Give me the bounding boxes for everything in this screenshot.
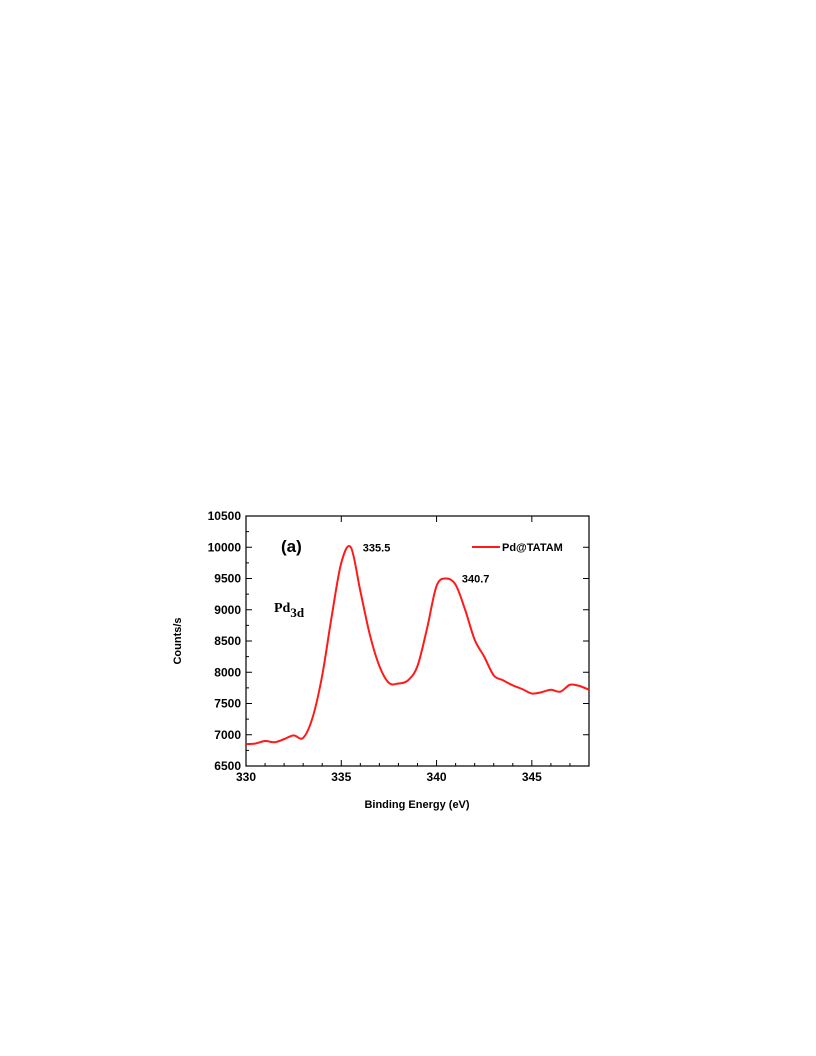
element-label-main: Pd [274,601,291,616]
y-tick-label: 6500 [214,759,241,773]
y-tick-label: 7000 [214,728,241,742]
tick-labels: 330 335 340 345 6500 7000 7500 8000 8500 9000 9500… [208,509,543,784]
x-tick-label: 345 [522,770,542,784]
y-axis-label: Counts/s [172,617,184,664]
y-tick-label: 9000 [214,603,241,617]
peak-annotation: 335.5 [363,542,391,554]
series-line-pd-tatam [245,545,590,746]
panel-label: (a) [281,537,302,556]
x-tick-label: 335 [331,770,351,784]
element-label: Pd3d [274,601,305,620]
y-tick-label: 10000 [208,540,242,554]
element-label-subscript: 3d [290,605,305,620]
y-tick-label: 9500 [214,572,241,586]
axis-ticks [245,515,590,767]
peak-annotations: 335.5 340.7 [363,542,490,585]
x-tick-label: 330 [236,770,256,784]
series-group [245,545,590,746]
y-tick-label: 7500 [214,697,241,711]
peak-annotation: 340.7 [462,574,490,586]
x-tick-label: 340 [427,770,447,784]
legend: Pd@TATAM [472,542,563,554]
y-tick-label: 8500 [214,634,241,648]
y-tick-label: 10500 [208,509,242,523]
legend-entry-label: Pd@TATAM [502,542,563,554]
y-tick-label: 8000 [214,665,241,679]
x-axis-label: Binding Energy (eV) [364,799,469,811]
